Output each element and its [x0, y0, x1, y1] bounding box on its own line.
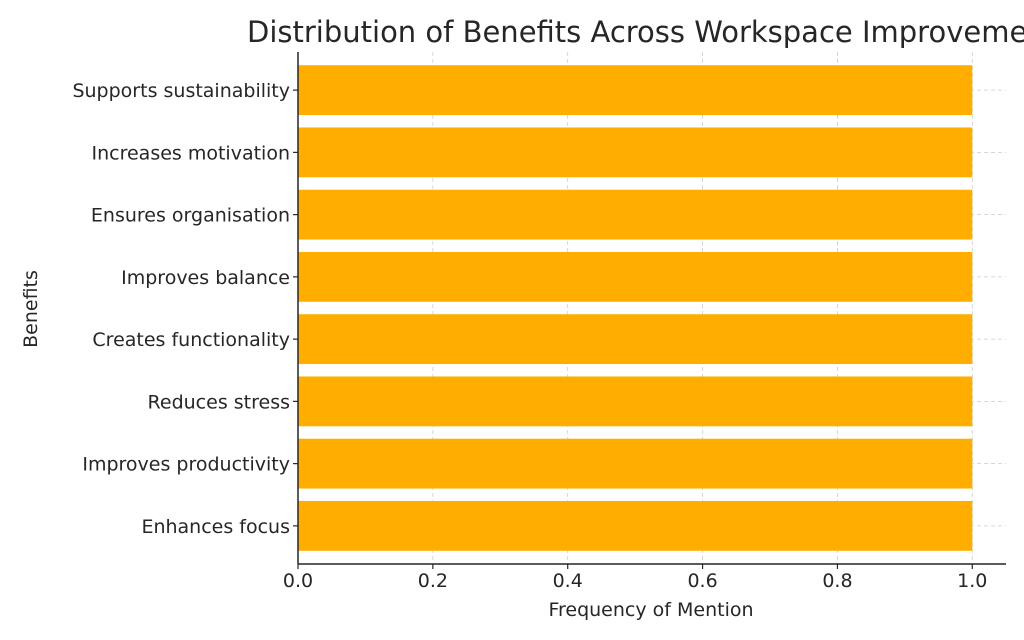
x-tick-label: 1.0: [957, 570, 987, 592]
bar: [298, 189, 973, 240]
y-tick-label: Supports sustainability: [72, 80, 290, 102]
y-tick-label: Improves balance: [121, 267, 290, 289]
x-tick-label: 0.4: [553, 570, 583, 592]
x-tick-label: 0.0: [283, 570, 313, 592]
bars: [298, 65, 973, 551]
y-tick-label: Creates functionality: [92, 329, 290, 351]
bar: [298, 127, 973, 178]
bar: [298, 376, 973, 427]
y-tick-label: Improves productivity: [82, 454, 290, 476]
x-tick-labels: 0.0 0.2 0.4 0.6 0.8 1.0: [283, 564, 987, 592]
y-tick-label: Increases motivation: [92, 142, 291, 164]
y-tick-label: Reduces stress: [148, 391, 290, 413]
chart-title: Distribution of Benefits Across Workspac…: [247, 15, 1024, 49]
bar: [298, 438, 973, 489]
x-tick-label: 0.2: [418, 570, 448, 592]
y-axis-label: Benefits: [20, 270, 42, 348]
bar: [298, 500, 973, 551]
y-tick-label: Enhances focus: [141, 516, 290, 538]
x-tick-label: 0.6: [687, 570, 717, 592]
x-axis-label: Frequency of Mention: [548, 599, 753, 621]
y-tick-label: Ensures organisation: [91, 205, 290, 227]
axes: [297, 52, 1006, 565]
bar: [298, 251, 973, 302]
bar: [298, 65, 973, 116]
y-tick-labels: Enhances focus Improves productivity Reduc…: [72, 80, 298, 538]
x-tick-label: 0.8: [822, 570, 852, 592]
bar: [298, 314, 973, 365]
